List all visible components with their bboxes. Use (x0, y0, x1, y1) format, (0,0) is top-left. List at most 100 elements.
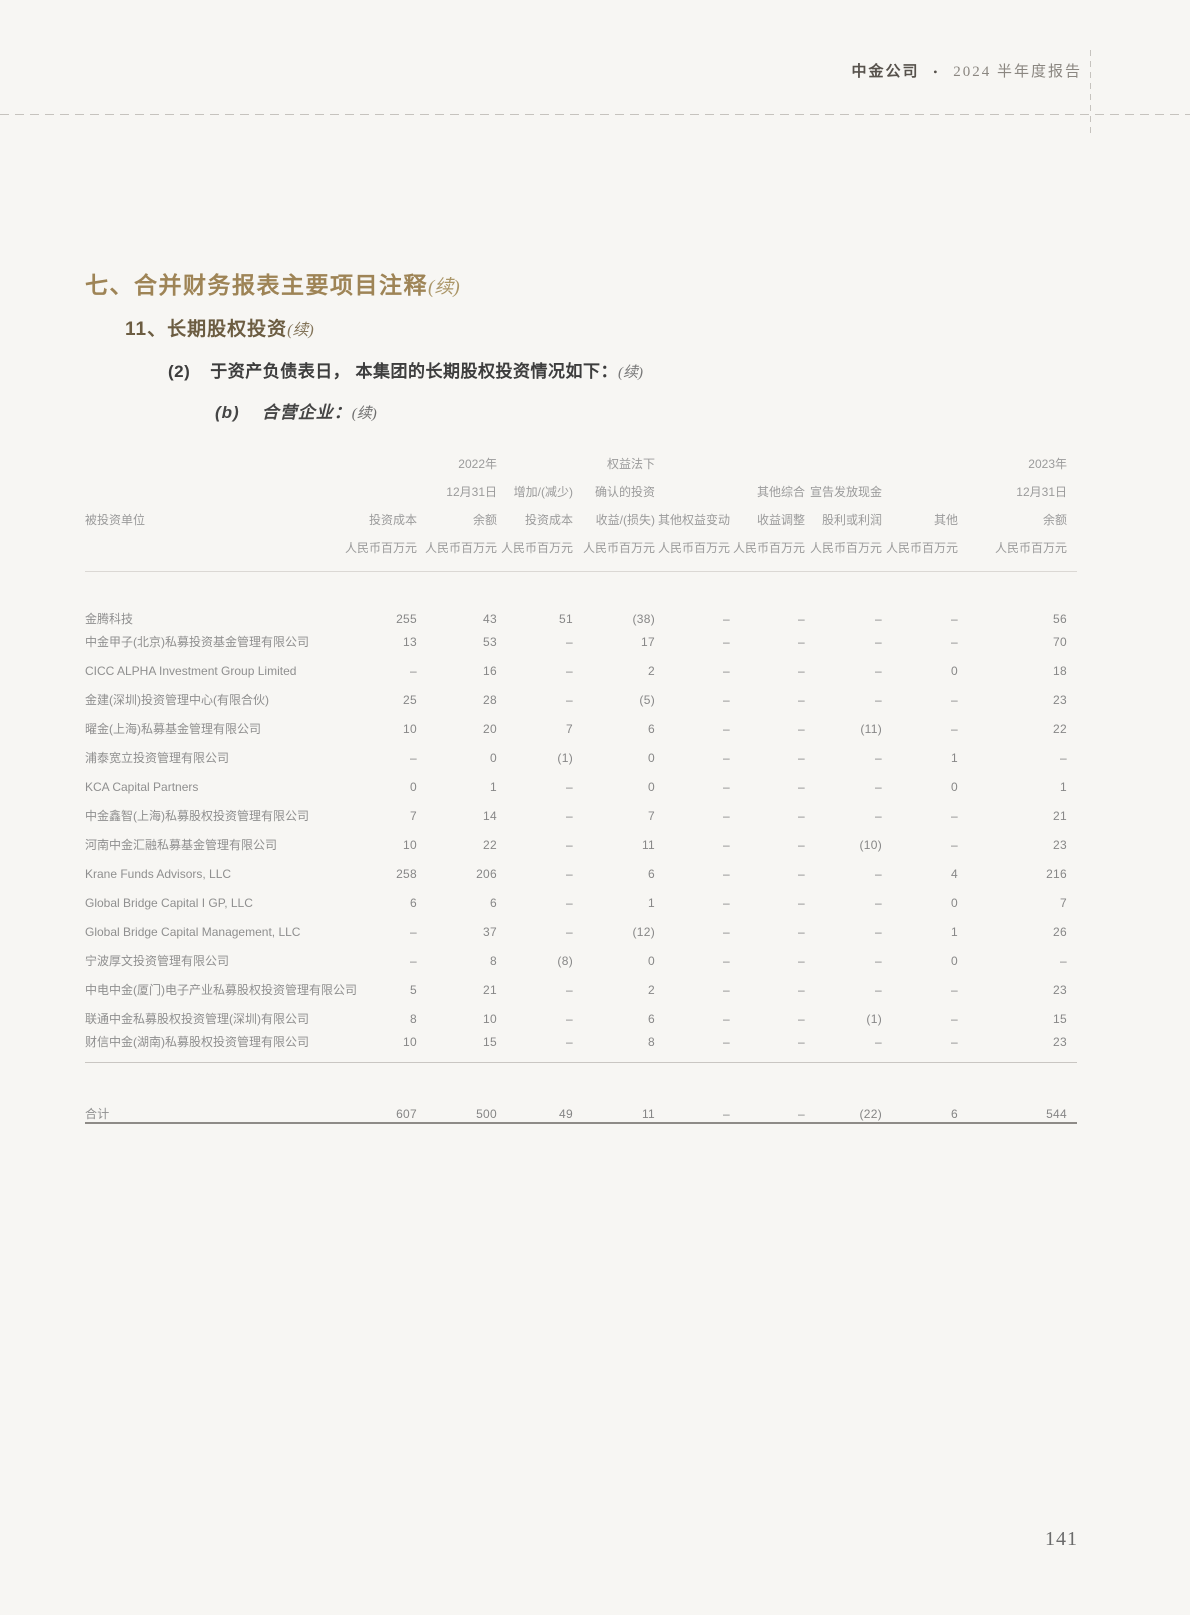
investee-name: 曜金(上海)私募基金管理有限公司 (85, 722, 261, 736)
column-header: 被投资单位 (85, 450, 335, 572)
table-row: 中电中金(厦门)电子产业私募股权投资管理有限公司 5 21 – 2 – – – – 23 (85, 975, 1077, 1004)
table-cell: 1 (951, 750, 958, 765)
column-header: 2022年 12月31日 余额 人民币百万元 (417, 450, 497, 572)
table-cell: 22 (483, 837, 497, 852)
table-cell: – (798, 663, 805, 678)
horizontal-dashed-divider (0, 114, 1190, 115)
table-cell: (10) (859, 837, 882, 852)
investee-name: Krane Funds Advisors, LLC (85, 866, 232, 881)
table-cell: 500 (417, 1062, 497, 1124)
table-cell: – (723, 663, 730, 678)
table-cell: – (566, 982, 573, 997)
table-cell: – (875, 663, 882, 678)
table-cell: (11) (860, 721, 882, 736)
report-title: 2024 半年度报告 (953, 64, 1082, 80)
subsection-heading-text: 11、长期股权投资 (125, 319, 288, 340)
investee-name: 财信中金(湖南)私募股权投资管理有限公司 (85, 1033, 335, 1063)
table-cell: – (798, 750, 805, 765)
table-cell: – (723, 808, 730, 823)
table-cell: – (723, 982, 730, 997)
subitem-heading-text: 合营企业： (261, 403, 352, 422)
table-cell: – (798, 692, 805, 707)
table-cell: 6 (648, 866, 655, 881)
table-cell: – (875, 750, 882, 765)
table-cell: 6 (882, 1062, 958, 1124)
bullet-separator: • (933, 65, 940, 79)
table-header-row: 被投资单位 投资成本 人民币百万元 2022年 12月31日 余额 人民币百万元 增加/(减… (85, 450, 1077, 572)
table-cell: 10 (335, 1033, 417, 1063)
investee-name: 河南中金汇融私募基金管理有限公司 (85, 838, 278, 852)
table-row: Global Bridge Capital Management, LLC – 37… (85, 917, 1077, 946)
total-row: 合计 607 500 49 11– – (22) 6 544 (85, 1062, 1077, 1124)
item-heading-continued: (续) (618, 365, 644, 381)
table-cell: – (723, 953, 730, 968)
table-cell: 11 (573, 1062, 655, 1124)
table-row: 中金鑫智(上海)私募股权投资管理有限公司 7 14 – 7 – – – – 21 (85, 801, 1077, 830)
table-cell: – (566, 663, 573, 678)
table-cell: 1 (648, 895, 655, 910)
table-cell: – (410, 924, 417, 939)
section-heading-continued: (续) (428, 277, 460, 298)
table-cell: 255 (396, 611, 417, 626)
table-header: 被投资单位 投资成本 人民币百万元 2022年 12月31日 余额 人民币百万元 增加/(减… (85, 450, 1077, 572)
table-cell: – (875, 924, 882, 939)
table-cell: – (566, 692, 573, 707)
joint-ventures-table: 被投资单位 投资成本 人民币百万元 2022年 12月31日 余额 人民币百万元 增加/(减… (85, 450, 1077, 1124)
table-cell: – (951, 692, 958, 707)
table-cell: 13 (403, 634, 417, 649)
investee-name: 金腾科技 (85, 612, 134, 626)
table-cell: 1 (1060, 779, 1067, 794)
table-cell: – (1060, 750, 1067, 765)
company-name: 中金公司 (851, 64, 920, 80)
item-heading: (2) 于资产负债表日， 本集团的长期股权投资情况如下：(续) (168, 357, 643, 382)
table-cell: 206 (476, 866, 497, 881)
table-cell: – (566, 1011, 573, 1026)
table-cell: 6 (410, 895, 417, 910)
table-cell: 26 (1053, 924, 1067, 939)
table-cell: 23 (1053, 692, 1067, 707)
table-cell: 1 (490, 779, 497, 794)
table-row: 联通中金私募股权投资管理(深圳)有限公司 8 10 – 6 – – (1) – 15 (85, 1004, 1077, 1033)
table-cell: 2 (648, 982, 655, 997)
investee-name: CICC ALPHA Investment Group Limited (85, 663, 297, 678)
table-cell: 18 (1053, 663, 1067, 678)
table-cell: – (798, 1011, 805, 1026)
table-cell: – (410, 953, 417, 968)
table-cell: – (875, 611, 882, 626)
table-cell: – (723, 924, 730, 939)
table-row: 金建(深圳)投资管理中心(有限合伙) 25 28 – (5) – – – – 23 (85, 685, 1077, 714)
table-cell: – (875, 692, 882, 707)
table-cell: – (497, 1033, 573, 1063)
table-cell: – (655, 1062, 730, 1124)
table-cell: 6 (648, 1011, 655, 1026)
subsection-heading: 11、长期股权投资(续) (125, 314, 314, 341)
table-cell: (5) (639, 692, 655, 707)
table-row: KCA Capital Partners 0 1 – 0 – – – 0 1 (85, 772, 1077, 801)
table-cell: 23 (1053, 837, 1067, 852)
table-cell: 1 (951, 924, 958, 939)
table-cell: (8) (557, 953, 573, 968)
table-row: 财信中金(湖南)私募股权投资管理有限公司 10 15–8– – – –23 (85, 1033, 1077, 1063)
table-row: 宁波厚文投资管理有限公司 – 8 (8) 0 – – – 0 – (85, 946, 1077, 975)
table-cell: 22 (1053, 721, 1067, 736)
investee-name: 浦泰宽立投资管理有限公司 (85, 751, 230, 765)
table-cell: – (951, 837, 958, 852)
table-cell: 8 (490, 953, 497, 968)
table-row: 中金甲子(北京)私募投资基金管理有限公司 13 53 – 17 – – – – 70 (85, 627, 1077, 656)
column-header: 其他 人民币百万元 (882, 450, 958, 572)
section-heading: 七、合并财务报表主要项目注释(续) (85, 266, 460, 300)
table-cell: – (723, 1011, 730, 1026)
investee-name: 宁波厚文投资管理有限公司 (85, 954, 230, 968)
table-cell: – (723, 692, 730, 707)
table-cell: – (798, 953, 805, 968)
table-cell: 10 (403, 837, 417, 852)
table-cell: 4 (951, 866, 958, 881)
table-cell: – (798, 982, 805, 997)
table-cell: – (730, 1062, 805, 1124)
table-cell: 28 (483, 692, 497, 707)
table-cell: 15 (1053, 1011, 1067, 1026)
table-cell: – (805, 1033, 882, 1063)
table-cell: 16 (483, 663, 497, 678)
table-cell: 258 (396, 866, 417, 881)
table-cell: 23 (958, 1033, 1077, 1063)
